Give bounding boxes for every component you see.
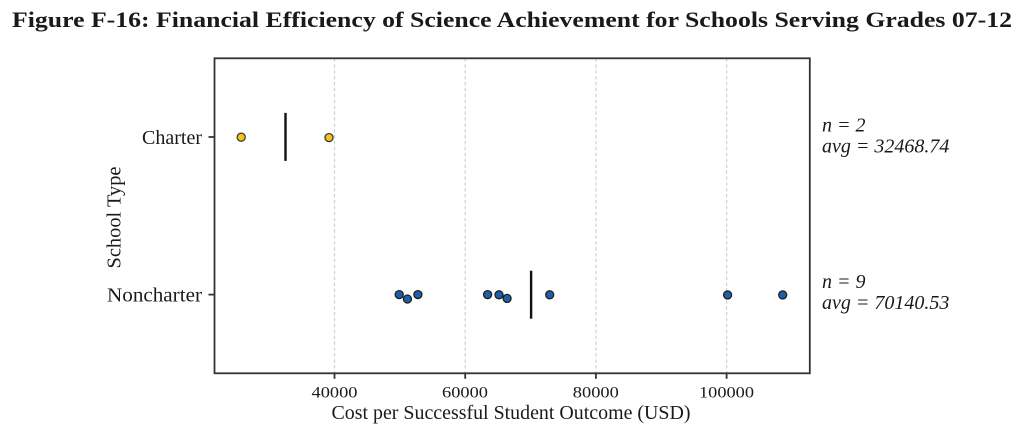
svg-text:Charter: Charter (142, 127, 202, 149)
svg-text:Cost per Successful Student Ou: Cost per Successful Student Outcome (USD… (332, 402, 691, 424)
svg-text:Figure F-16: Financial Efficie: Figure F-16: Financial Efficiency of Sci… (12, 7, 1012, 32)
svg-text:n = 2: n = 2 (822, 114, 866, 136)
svg-text:avg = 32468.74: avg = 32468.74 (822, 136, 949, 158)
svg-text:60000: 60000 (442, 384, 488, 401)
svg-text:80000: 80000 (573, 384, 619, 401)
svg-text:School Type: School Type (104, 166, 126, 268)
svg-text:100000: 100000 (699, 384, 754, 401)
svg-text:n = 9: n = 9 (822, 271, 866, 293)
svg-text:avg = 70140.53: avg = 70140.53 (822, 292, 949, 314)
svg-text:40000: 40000 (312, 384, 358, 401)
svg-text:Noncharter: Noncharter (107, 285, 202, 307)
